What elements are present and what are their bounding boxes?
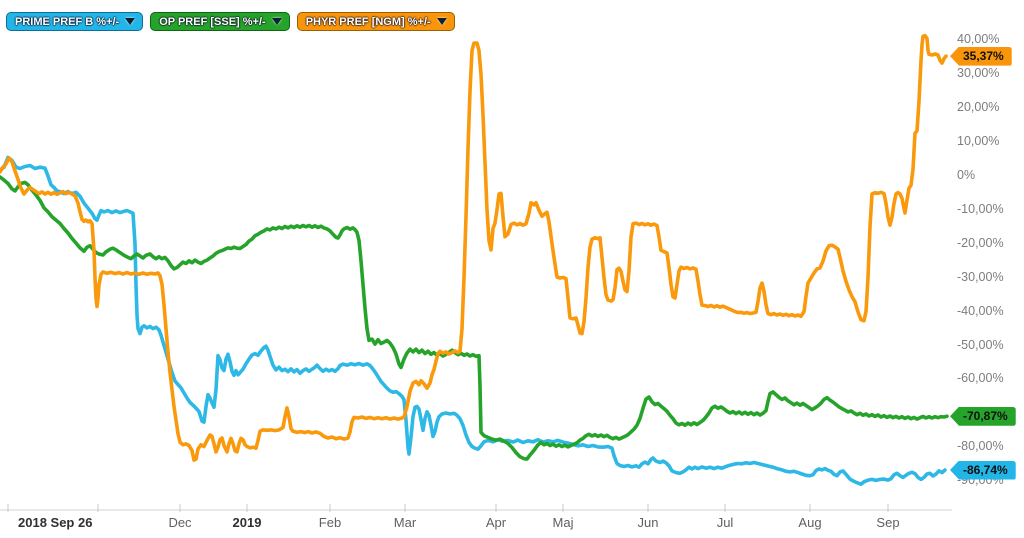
chevron-down-icon	[271, 18, 282, 25]
y-axis-label: 10,00%	[957, 134, 1000, 149]
x-axis-label: Dec	[168, 515, 192, 530]
x-axis-label: Feb	[318, 515, 342, 530]
x-axis-label: Jun	[637, 515, 659, 530]
y-axis-label: -60,00%	[957, 371, 1004, 386]
y-axis-label: 20,00%	[957, 100, 1000, 115]
x-axis-label: Apr	[485, 515, 507, 530]
chevron-down-icon	[436, 18, 447, 25]
series-line-phyr-pref-ngm[interactable]	[0, 33, 948, 462]
series-line-prime-pref-b[interactable]	[0, 155, 947, 487]
x-axis-label: 2019	[232, 515, 262, 530]
legend-button-label: OP PREF [SSE] %+/-	[159, 15, 266, 28]
y-axis-label: -20,00%	[957, 235, 1004, 250]
x-axis-label: Aug	[798, 515, 822, 530]
last-value-badge: 35,37%	[950, 46, 1012, 66]
series-line-op-pref-sse[interactable]	[0, 175, 949, 461]
y-axis-label: -10,00%	[957, 201, 1004, 216]
legend-button-prime-pref-b[interactable]: PRIME PREF B %+/-	[6, 12, 144, 31]
legend-button-phyr-pref-ngm[interactable]: PHYR PREF [NGM] %+/-	[296, 12, 455, 31]
x-axis-label: 2018 Sep 26	[18, 515, 93, 530]
y-axis-label: -30,00%	[957, 269, 1004, 284]
x-axis-label: Maj	[552, 515, 574, 530]
last-value-badge: -70,87%	[950, 406, 1016, 426]
legend-button-label: PRIME PREF B %+/-	[15, 15, 120, 28]
y-axis-label: -80,00%	[957, 439, 1004, 454]
x-axis-label: Sep	[876, 515, 900, 530]
chevron-down-icon	[125, 18, 136, 25]
legend-button-op-pref-sse[interactable]: OP PREF [SSE] %+/-	[150, 12, 290, 31]
last-value-badge: -86,74%	[950, 460, 1016, 480]
x-axis-label: Jul	[716, 515, 734, 530]
legend: PRIME PREF B %+/- OP PREF [SSE] %+/- PHYR …	[6, 12, 455, 31]
y-axis-label: 40,00%	[957, 32, 1000, 47]
y-axis-label: -50,00%	[957, 337, 1004, 352]
legend-button-label: PHYR PREF [NGM] %+/-	[305, 15, 431, 28]
y-axis-label: -40,00%	[957, 303, 1004, 318]
y-axis-label: 30,00%	[957, 66, 1000, 81]
y-axis-label: 0%	[957, 168, 976, 182]
x-axis-label: Mar	[393, 515, 417, 530]
